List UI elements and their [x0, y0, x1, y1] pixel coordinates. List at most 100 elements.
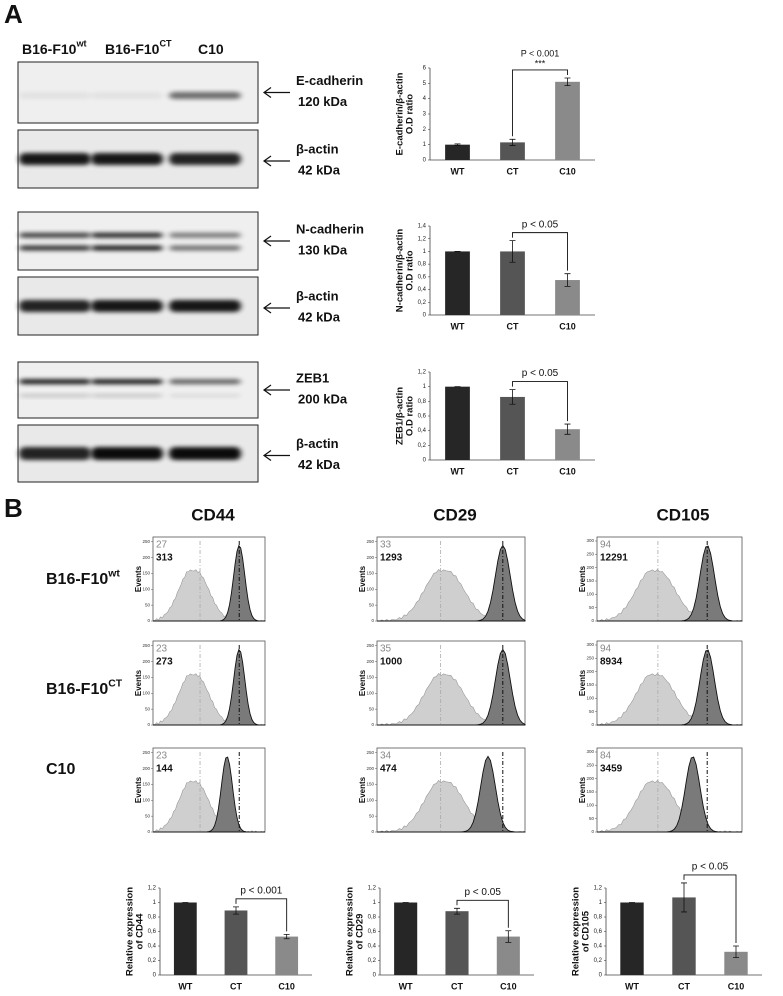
lane-label-base: B16-F10 [105, 41, 160, 57]
y-tick-label: 0 [153, 973, 157, 979]
y-axis-label: O.D ratio [405, 396, 416, 436]
y-tick-label: 50 [145, 706, 151, 711]
error-bar [681, 882, 687, 913]
y-axis-label: E-cadherin/β-actin [395, 72, 406, 155]
y-tick-label: 100 [142, 586, 150, 591]
y-axis-label: Relative expression [345, 887, 356, 976]
blot-band [169, 447, 241, 460]
annotation: p < 0.05 [692, 862, 729, 873]
sample-mfi: 1000 [380, 657, 403, 668]
size-label: 42 kDa [298, 309, 341, 324]
control-mfi: 34 [380, 751, 392, 762]
blot-band [91, 300, 163, 312]
row-label: C10 [46, 761, 75, 778]
sample-histogram [597, 649, 743, 726]
significance-bracket [683, 874, 737, 943]
y-tick-label: 0,8 [594, 915, 603, 921]
blot-band [169, 232, 241, 238]
y-tick-label: 1,2 [418, 236, 427, 242]
sample-mfi: 3459 [600, 764, 623, 775]
x-tick-label: WT [178, 981, 192, 991]
bar [275, 936, 299, 975]
sample-mfi: 474 [380, 764, 397, 775]
blot-band [169, 300, 241, 312]
blot-band [19, 245, 91, 251]
y-axis-label: Events [134, 669, 143, 696]
error-bar [454, 907, 460, 915]
sample-mfi: 8934 [600, 657, 623, 668]
y-tick-label: 5 [423, 81, 427, 87]
blot-band [19, 447, 91, 460]
y-tick-label: 0,4 [594, 944, 603, 950]
blot-band [91, 153, 163, 165]
y-axis-label: Events [358, 565, 367, 592]
y-tick-label: 0 [371, 722, 374, 727]
y-tick-label: 250 [142, 539, 150, 544]
sample-histogram [597, 545, 743, 622]
x-tick-label: WT [451, 466, 465, 476]
y-tick-label: 100 [586, 803, 594, 808]
y-tick-label: 0,2 [594, 958, 603, 964]
x-tick-label: CT [230, 981, 242, 991]
y-tick-label: 0,2 [368, 958, 377, 964]
blot-band [19, 153, 91, 165]
sample-mfi: 273 [156, 657, 173, 668]
y-tick-label: 150 [586, 578, 594, 583]
x-tick-label: C10 [559, 466, 576, 476]
y-tick-label: 100 [366, 586, 374, 591]
y-tick-label: 0,4 [368, 944, 377, 950]
error-bar [564, 273, 571, 287]
error-bar [454, 143, 461, 146]
y-tick-label: 200 [142, 555, 150, 560]
y-axis-label: ZEB1/β-actin [395, 387, 406, 445]
y-axis-label: Events [578, 669, 587, 696]
lane-label: B16-F10wt [22, 39, 87, 57]
y-tick-label: 1 [599, 900, 603, 906]
arrow [262, 155, 290, 167]
error-bar [564, 77, 571, 87]
x-tick-label: WT [451, 166, 465, 176]
x-tick-label: C10 [728, 981, 745, 991]
y-tick-label: 1,2 [418, 370, 427, 376]
control-mfi: 23 [156, 751, 168, 762]
y-tick-label: 0,4 [418, 287, 427, 293]
y-tick-label: 50 [145, 813, 151, 818]
y-axis-label: Events [578, 776, 587, 803]
error-bar [283, 934, 290, 940]
blot-band [91, 379, 163, 385]
y-tick-label: 50 [589, 709, 595, 714]
y-tick-label: 0,6 [418, 274, 427, 280]
size-label: 42 kDa [298, 457, 341, 472]
bar [724, 951, 748, 975]
y-tick-label: 250 [142, 643, 150, 648]
y-tick-label: 300 [586, 642, 594, 647]
control-mfi: 23 [156, 644, 168, 655]
blot-band [91, 394, 163, 398]
y-tick-label: 0 [373, 973, 377, 979]
annotation: p < 0.05 [464, 887, 501, 898]
y-axis-label: of CD44 [135, 913, 146, 950]
control-mfi: 35 [380, 644, 392, 655]
y-axis-label: O.D ratio [405, 94, 416, 134]
bar [500, 396, 525, 460]
protein-label: E-cadherin [296, 73, 363, 88]
blot-band [19, 379, 91, 385]
blot-band [169, 245, 241, 251]
y-tick-label: 250 [586, 552, 594, 557]
error-bar [233, 906, 239, 915]
error-bar [564, 423, 571, 435]
y-tick-label: 0,8 [418, 262, 427, 268]
blot-frame [17, 424, 259, 483]
blot-frame [17, 211, 259, 271]
y-tick-label: 0,8 [418, 399, 427, 405]
y-tick-label: 100 [142, 797, 150, 802]
y-tick-label: 0,6 [148, 929, 157, 935]
y-tick-label: 150 [142, 571, 150, 576]
row-label: B16-F10wt [46, 568, 120, 588]
y-tick-label: 200 [586, 565, 594, 570]
y-tick-label: 0,4 [148, 944, 157, 950]
y-tick-label: 250 [366, 539, 374, 544]
size-label: 42 kDa [298, 162, 341, 177]
y-axis-label: Events [358, 776, 367, 803]
bar [445, 251, 470, 315]
